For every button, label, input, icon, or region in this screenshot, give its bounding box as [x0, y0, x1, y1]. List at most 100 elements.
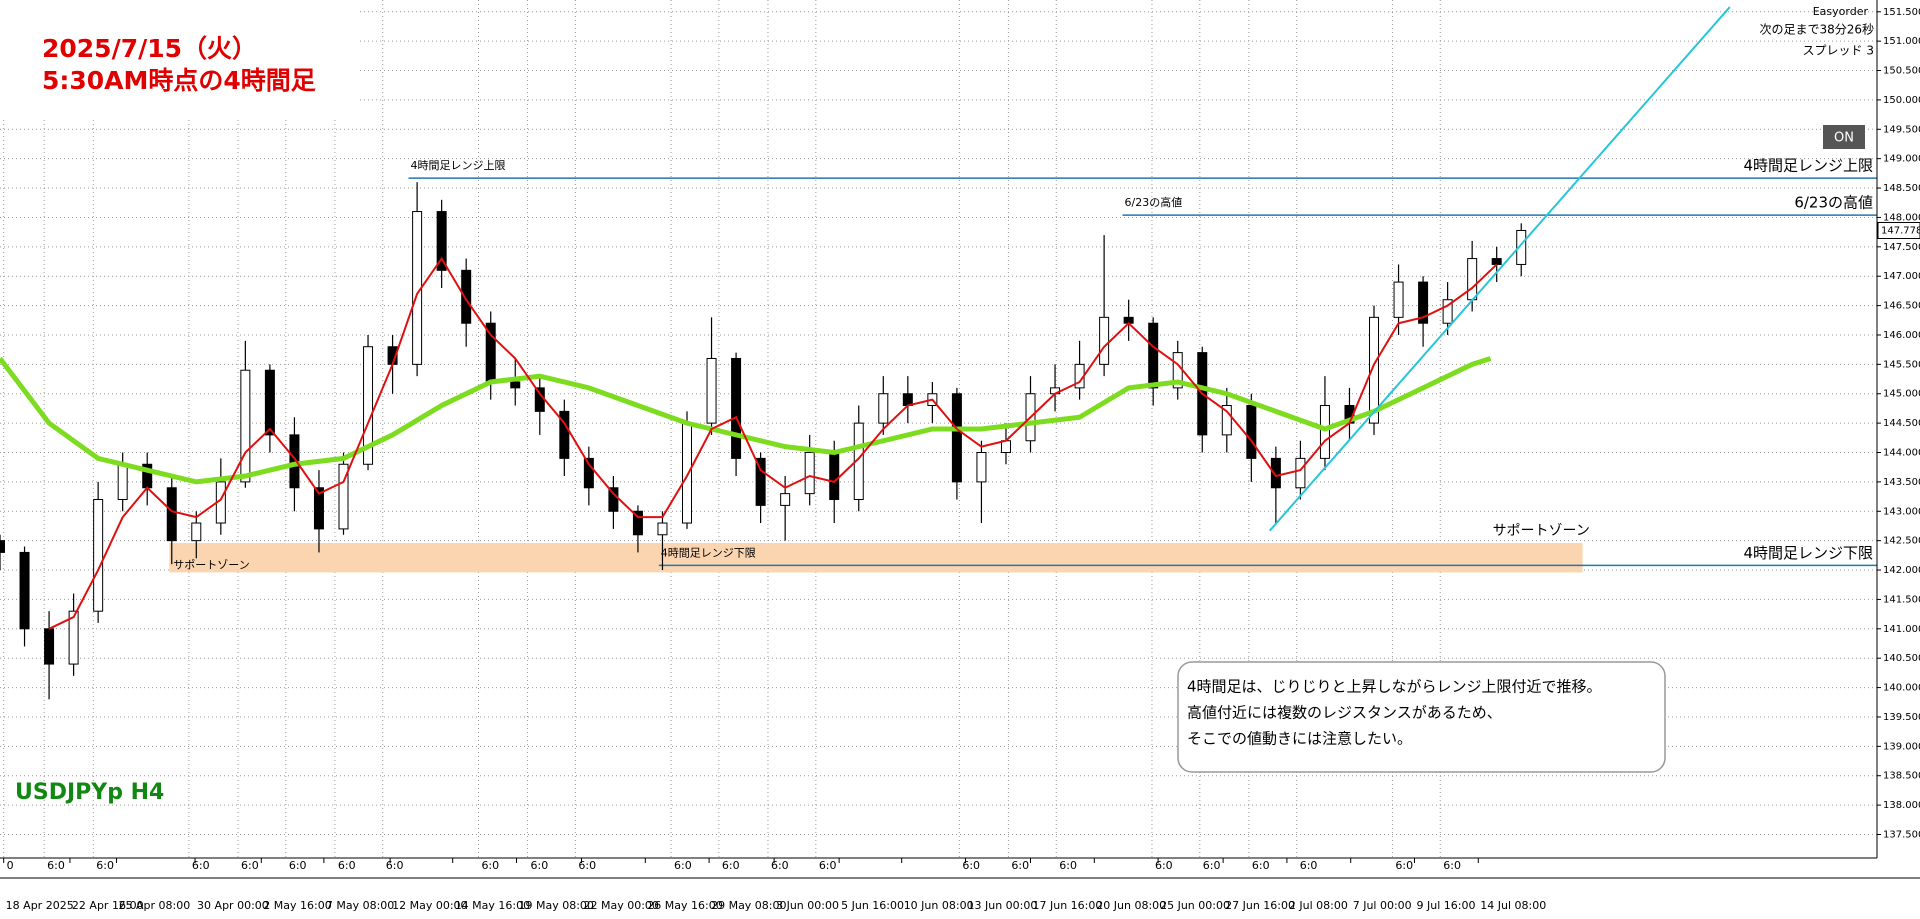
x-tick-label: 9 Jul 16:00: [1416, 899, 1475, 912]
y-tick-label: 151.500: [1883, 7, 1920, 18]
candle-body: [240, 369, 251, 483]
level-label: 4時間足レンジ下限: [1743, 544, 1873, 562]
hour-tick-label: 6:0: [338, 859, 356, 872]
hour-tick-label: 6:0: [1252, 859, 1270, 872]
y-tick-label: 141.000: [1883, 624, 1920, 635]
candle-body: [166, 487, 177, 542]
y-tick-label: 138.500: [1883, 771, 1920, 782]
candle-body: [1319, 404, 1330, 459]
candle-body: [829, 452, 840, 501]
chart-title: 2025/7/15（火）: [42, 34, 257, 63]
candle-body: [313, 487, 324, 530]
candle-body: [510, 381, 521, 389]
hour-tick-label: 6:0: [531, 859, 549, 872]
y-tick-label: 139.500: [1883, 712, 1920, 723]
x-tick-label: 27 Jun 16:00: [1225, 899, 1295, 912]
y-tick-label: 149.500: [1883, 124, 1920, 135]
candle-body: [1148, 322, 1159, 389]
on-button-label[interactable]: ON: [1834, 131, 1854, 146]
candle-body: [951, 393, 962, 483]
candle-body: [731, 357, 742, 459]
y-tick-label: 151.000: [1883, 36, 1920, 47]
hour-tick-label: 6:0: [481, 859, 499, 872]
y-tick-label: 146.500: [1883, 301, 1920, 312]
candle-body: [657, 522, 668, 536]
note-text: 高値付近には複数のレジスタンスがあるため、: [1187, 704, 1502, 722]
y-tick-label: 144.000: [1883, 448, 1920, 459]
hour-tick-label: 6:0: [47, 859, 65, 872]
candle-body: [93, 499, 104, 612]
candle-body: [1221, 404, 1232, 436]
current-price-label: 147.778: [1881, 225, 1920, 236]
x-tick-label: 22 May 00:00: [584, 899, 659, 912]
candle-body: [363, 346, 374, 465]
hour-tick-label: 6:0: [241, 859, 259, 872]
x-tick-label: 5 Jun 16:00: [841, 899, 904, 912]
y-tick-label: 139.000: [1883, 741, 1920, 752]
on-button[interactable]: [1823, 125, 1865, 149]
y-tick-label: 138.000: [1883, 800, 1920, 811]
hour-tick-label: 6:0: [289, 859, 307, 872]
candle-body: [1393, 281, 1404, 318]
hour-tick-label: 6:0: [1443, 859, 1461, 872]
x-tick-label: 14 Jul 08:00: [1480, 899, 1546, 912]
y-tick-label: 140.500: [1883, 653, 1920, 664]
hour-tick-label: 6:0: [1203, 859, 1221, 872]
candle-body: [1516, 229, 1527, 265]
y-tick-label: 137.500: [1883, 829, 1920, 840]
y-tick-label: 149.000: [1883, 154, 1920, 165]
hour-tick-label: 6:0: [819, 859, 837, 872]
x-tick-label: 19 May 08:00: [518, 899, 593, 912]
x-tick-label: 7 May 08:00: [326, 899, 394, 912]
candle-body: [608, 487, 619, 512]
x-tick-label: 30 Apr 00:00: [197, 899, 269, 912]
x-tick-label: 13 Jun 00:00: [967, 899, 1037, 912]
candle-body: [682, 422, 693, 524]
hour-tick-label: 6:0: [962, 859, 980, 872]
candle-body: [780, 493, 791, 506]
candle-body: [1099, 316, 1110, 365]
candle-body: [44, 628, 55, 665]
hour-tick-label: 6:0: [1059, 859, 1077, 872]
candle-body: [804, 452, 815, 495]
candle-body: [706, 357, 717, 424]
y-tick-label: 148.000: [1883, 212, 1920, 223]
x-tick-label: 18 Apr 2025: [6, 899, 74, 912]
panel-tool: Easyorder: [1813, 5, 1869, 18]
candle-body: [436, 211, 447, 271]
hour-tick-label: 6:0: [771, 859, 789, 872]
note-text: そこでの値動きには注意したい。: [1187, 730, 1412, 748]
candle-body: [1418, 281, 1429, 324]
x-tick-label: 22 Apr 16:00: [72, 899, 144, 912]
x-tick-label: 17 Jun 16:00: [1033, 899, 1103, 912]
hour-tick-label: 6:0: [1011, 859, 1029, 872]
candle-body: [976, 452, 987, 483]
note-box: [1177, 661, 1666, 773]
y-tick-label: 147.000: [1883, 271, 1920, 282]
zone-label: サポートゾーン: [1493, 523, 1590, 539]
y-tick-label: 142.000: [1883, 565, 1920, 576]
y-tick-label: 142.500: [1883, 536, 1920, 547]
candle-body: [1369, 316, 1380, 424]
candle-body: [461, 269, 472, 324]
support-zone: [169, 543, 1583, 573]
candle-body: [0, 540, 5, 553]
x-tick-label: 10 Jun 08:00: [904, 899, 974, 912]
title-box: [0, 0, 360, 118]
candle-body: [1467, 258, 1478, 301]
candle-body: [632, 510, 643, 536]
x-tick-label: 14 May 16:00: [455, 899, 530, 912]
candle-body: [1491, 258, 1502, 265]
trendline: [1268, 6, 1731, 532]
level-label: 4時間足レンジ上限: [411, 159, 506, 172]
candle-body: [19, 551, 30, 630]
x-tick-label: 29 May 08:00: [711, 899, 786, 912]
hour-tick-label: 6:0: [192, 859, 210, 872]
candle-body: [755, 457, 766, 506]
hour-tick-label: 6:0: [96, 859, 114, 872]
candle-body: [1246, 404, 1257, 459]
candle-body: [264, 369, 275, 436]
level-label: 6/23の高値: [1794, 194, 1873, 212]
